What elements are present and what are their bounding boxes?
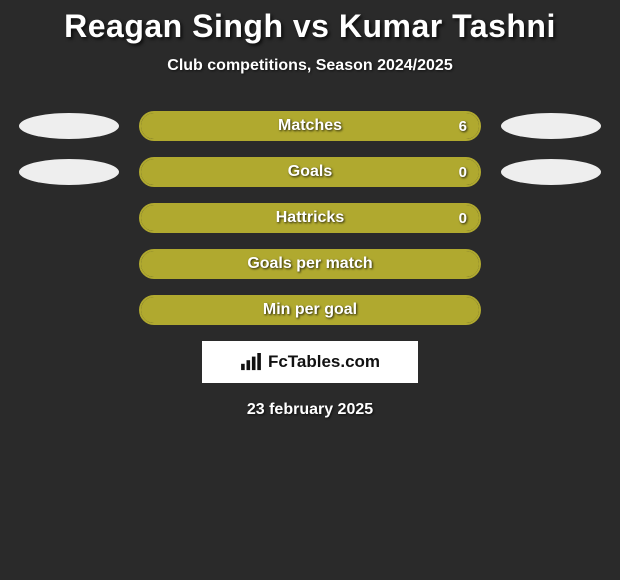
- stat-value-right: 0: [459, 164, 467, 181]
- stat-bar: Goals 0: [139, 157, 481, 187]
- stat-row: Min per goal: [0, 295, 620, 325]
- player-left-ellipse: [19, 113, 119, 139]
- stats-section: Matches 6 Goals 0 Hattricks 0 Goals per match M…: [0, 111, 620, 325]
- stat-label: Matches: [278, 117, 342, 135]
- stat-bar: Hattricks 0: [139, 203, 481, 233]
- date-text: 23 february 2025: [0, 401, 620, 419]
- player-right-ellipse: [501, 113, 601, 139]
- player-left-ellipse: [19, 159, 119, 185]
- player-right-ellipse: [501, 159, 601, 185]
- page-title: Reagan Singh vs Kumar Tashni: [0, 8, 620, 45]
- stat-value-right: 0: [459, 210, 467, 227]
- stat-bar: Min per goal: [139, 295, 481, 325]
- stat-label: Hattricks: [276, 209, 344, 227]
- brand-text: FcTables.com: [268, 352, 380, 372]
- stat-value-right: 6: [459, 118, 467, 135]
- stat-label: Goals: [288, 163, 332, 181]
- stat-row: Goals 0: [0, 157, 620, 187]
- stat-row: Matches 6: [0, 111, 620, 141]
- stat-label: Min per goal: [263, 301, 357, 319]
- stat-bar: Matches 6: [139, 111, 481, 141]
- stat-row: Goals per match: [0, 249, 620, 279]
- subtitle: Club competitions, Season 2024/2025: [0, 57, 620, 75]
- stat-bar: Goals per match: [139, 249, 481, 279]
- stat-row: Hattricks 0: [0, 203, 620, 233]
- brand-bars-icon: [240, 353, 262, 371]
- brand-badge: FcTables.com: [202, 341, 418, 383]
- comparison-card: Reagan Singh vs Kumar Tashni Club compet…: [0, 0, 620, 419]
- stat-label: Goals per match: [247, 255, 372, 273]
